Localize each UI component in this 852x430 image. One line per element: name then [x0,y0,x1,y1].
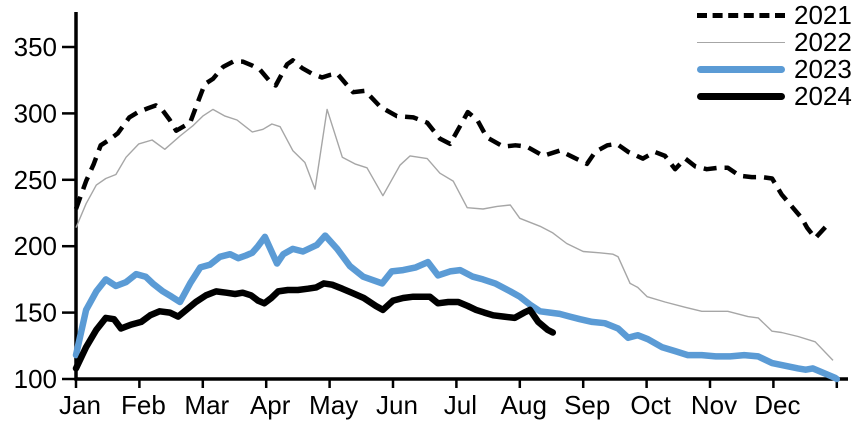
legend-label: 2024 [794,81,852,111]
legend-line-blue-icon [697,66,785,73]
series-line-2022 [75,108,834,361]
y-tick-label: 300 [14,98,57,128]
y-tick-label: 200 [14,231,57,261]
legend-line-dashed-icon [697,13,785,18]
y-tick-label: 250 [14,165,57,195]
x-tick-label: Mar [184,390,229,420]
legend-item-2022: 2022 [697,29,852,56]
legend-item-2023: 2023 [697,56,852,83]
x-tick-label: Jan [59,390,101,420]
chart-legend: 2021 2022 2023 2024 [697,2,852,110]
series-line-2024 [72,280,557,372]
legend-item-2021: 2021 [697,2,852,29]
x-tick-label: Sep [564,390,610,420]
legend-label: 2023 [794,54,852,84]
x-tick-label: Jun [376,390,418,420]
y-tick-label: 150 [14,298,57,328]
legend-label: 2022 [794,27,852,57]
x-tick-label: May [309,390,358,420]
legend-label: 2021 [794,0,852,30]
x-tick-label: Feb [121,390,166,420]
series-line-2023 [72,232,841,383]
x-tick-label: Nov [691,390,737,420]
series-line-2021 [73,58,832,241]
y-tick-label: 350 [14,32,57,62]
y-tick-label: 100 [14,364,57,394]
x-tick-label: Jul [444,390,477,420]
x-tick-label: Apr [250,390,291,420]
x-tick-label: Dec [754,390,800,420]
legend-item-2024: 2024 [697,83,852,110]
legend-line-black-icon [697,93,785,100]
x-tick-label: Aug [501,390,547,420]
legend-line-thin-gray-icon [697,42,785,43]
x-tick-label: Oct [630,390,671,420]
